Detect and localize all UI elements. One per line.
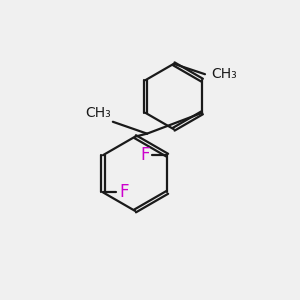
Text: F: F: [119, 183, 129, 201]
Text: CH₃: CH₃: [211, 67, 237, 81]
Text: F: F: [140, 146, 149, 164]
Text: CH₃: CH₃: [85, 106, 111, 120]
